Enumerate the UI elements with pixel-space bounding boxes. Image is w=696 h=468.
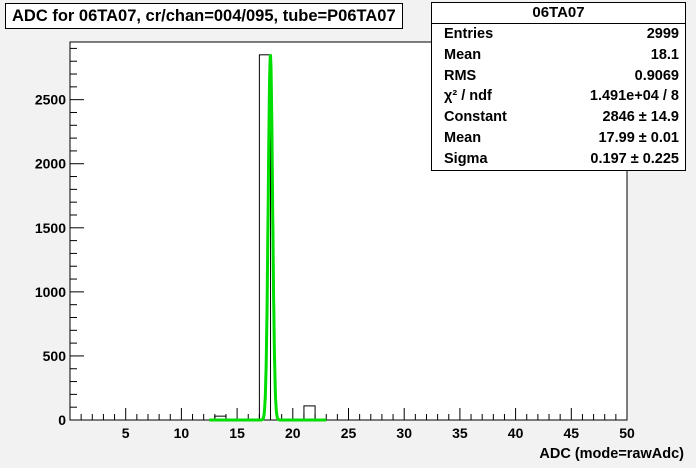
stats-row: RMS 0.9069 [432,66,685,87]
x-axis: 5 10 15 20 25 30 35 40 45 50 [80,408,635,441]
y-axis: 0 500 1000 1500 2000 2500 [35,47,84,428]
x-tick-label: 15 [229,425,245,441]
y-tick-label: 1500 [35,220,66,236]
stats-row: χ² / ndf 1.491e+04 / 8 [432,86,685,107]
stats-value: 2999 [646,26,679,42]
stats-label: Mean [444,129,482,146]
stats-value: 0.9069 [634,67,679,84]
stats-label: χ² / ndf [444,88,492,105]
x-tick-label: 25 [341,425,357,441]
stats-row: Entries 2999 [432,24,685,45]
x-tick-label: 45 [564,425,580,441]
y-tick-label: 0 [58,412,66,428]
stats-label: Constant [444,109,507,126]
stats-value: 0.197 ± 0.225 [590,150,679,167]
stats-label: Sigma [444,150,488,167]
stats-box: 06TA07 Entries 2999 Mean 18.1 RMS 0.9069 χ² / … [431,2,686,171]
histogram-title: ADC for 06TA07, cr/chan=004/095, tube=P0… [5,3,403,29]
y-tick-label: 2500 [35,92,66,108]
x-tick-label: 30 [396,425,412,441]
stats-row: Constant 2846 ± 14.9 [432,107,685,128]
stats-row: Sigma 0.197 ± 0.225 [432,149,685,170]
stats-label: Mean [444,46,482,63]
gaussian-fit-curve [209,54,327,422]
stats-value: 18.1 [650,46,679,63]
y-tick-label: 2000 [35,156,66,172]
x-tick-label: 10 [174,425,190,441]
y-tick-label: 1000 [35,284,66,300]
x-tick-label: 50 [619,425,635,441]
stats-value: 17.99 ± 0.01 [598,129,679,146]
stats-value: 2846 ± 14.9 [602,109,680,126]
x-tick-label: 40 [508,425,524,441]
stats-row: Mean 18.1 [432,45,685,66]
histogram-bin [258,54,272,421]
stats-label: RMS [444,67,477,84]
stats-value: 1.491e+04 / 8 [589,88,679,105]
y-tick-label: 500 [43,348,67,364]
stats-label: Entries [444,26,494,42]
x-tick-label: 20 [285,425,301,441]
x-tick-label: 35 [452,425,468,441]
x-tick-label: 5 [122,425,130,441]
stats-row: Mean 17.99 ± 0.01 [432,128,685,149]
x-axis-title: ADC (mode=rawAdc) [539,446,684,462]
stats-name: 06TA07 [432,3,685,24]
